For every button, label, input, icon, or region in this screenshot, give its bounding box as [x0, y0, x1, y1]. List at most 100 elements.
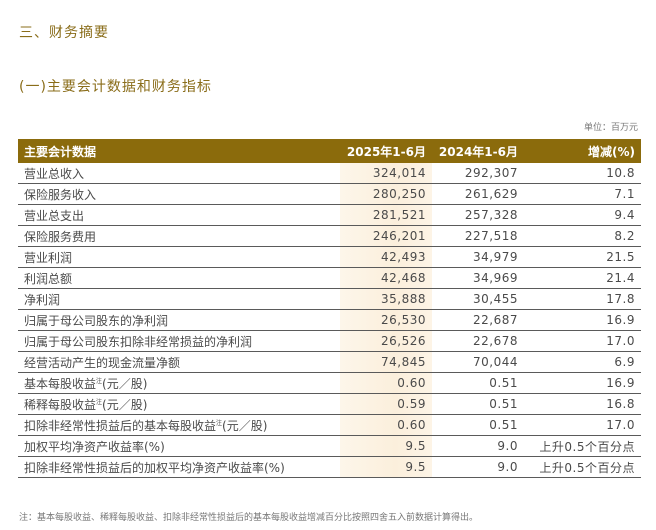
header-change: 增减(%) — [588, 144, 635, 159]
value-2024: 34,979 — [473, 250, 518, 264]
row-label: 净利润 — [18, 291, 340, 308]
value-change: 上升0.5个百分点 — [539, 439, 635, 454]
value-2025: 0.59 — [397, 397, 426, 411]
table-header: 主要会计数据 2025年1-6月 2024年1-6月 增减(%) — [18, 139, 641, 163]
value-2024: 0.51 — [489, 397, 518, 411]
value-2025: 9.5 — [405, 439, 426, 453]
table-row: 营业总支出 281,521 257,328 9.4 — [18, 205, 641, 226]
table-row: 归属于母公司股东的净利润 26,530 22,687 16.9 — [18, 310, 641, 331]
value-2025: 246,201 — [372, 229, 426, 243]
row-label-text: 利润总额 — [24, 271, 73, 286]
table-row: 归属于母公司股东扣除非经常损益的净利润 26,526 22,678 17.0 — [18, 331, 641, 352]
row-label: 经营活动产生的现金流量净额 — [18, 354, 340, 371]
value-2024: 30,455 — [473, 292, 518, 306]
row-label-text: 加权平均净资产收益率(%) — [24, 439, 165, 454]
value-2025: 0.60 — [397, 418, 426, 432]
row-label-text: 净利润 — [24, 292, 61, 307]
header-2024: 2024年1-6月 — [438, 144, 518, 159]
row-label: 利润总额 — [18, 270, 340, 287]
header-2025: 2025年1-6月 — [346, 144, 426, 159]
row-label-text: 营业总支出 — [24, 208, 85, 223]
row-label-text: 营业利润 — [24, 250, 73, 265]
unit-label: 单位：百万元 — [583, 123, 638, 133]
note-marker: 注 — [96, 377, 103, 385]
row-label: 扣除非经常性损益后的基本每股收益注(元／股) — [18, 417, 340, 434]
value-change: 21.4 — [606, 271, 635, 285]
table-row: 加权平均净资产收益率(%) 9.5 9.0 上升0.5个百分点 — [18, 436, 641, 457]
value-change: 16.8 — [606, 397, 635, 411]
value-change: 21.5 — [606, 250, 635, 264]
row-label: 营业总支出 — [18, 207, 340, 224]
row-label-text: 经营活动产生的现金流量净额 — [24, 355, 181, 370]
value-2024: 34,969 — [473, 271, 518, 285]
row-label: 保险服务收入 — [18, 186, 340, 203]
value-2024: 9.0 — [497, 439, 518, 453]
note-marker: 注 — [216, 419, 223, 427]
row-label: 保险服务费用 — [18, 228, 340, 245]
value-2024: 70,044 — [473, 355, 518, 369]
row-label-text: 归属于母公司股东扣除非经常损益的净利润 — [24, 334, 253, 349]
value-2025: 26,526 — [381, 334, 426, 348]
table-row: 营业总收入 324,014 292,307 10.8 — [18, 163, 641, 184]
value-2024: 9.0 — [497, 460, 518, 474]
row-label-text: 基本每股收益 — [24, 376, 97, 391]
value-change: 16.9 — [606, 376, 635, 390]
row-label-text: 扣除非经常性损益后的基本每股收益 — [24, 418, 217, 433]
value-change: 7.1 — [614, 187, 635, 201]
row-label-text: 保险服务费用 — [24, 229, 97, 244]
table-row: 营业利润 42,493 34,979 21.5 — [18, 247, 641, 268]
section-title: 三、财务摘要 — [19, 25, 109, 41]
value-change: 17.0 — [606, 334, 635, 348]
sub-title: (一)主要会计数据和财务指标 — [19, 79, 212, 95]
value-2025: 281,521 — [372, 208, 426, 222]
value-change: 上升0.5个百分点 — [539, 460, 635, 475]
row-label: 归属于母公司股东扣除非经常损益的净利润 — [18, 333, 340, 350]
value-2024: 22,687 — [473, 313, 518, 327]
value-change: 17.0 — [606, 418, 635, 432]
value-2025: 35,888 — [381, 292, 426, 306]
value-2025: 26,530 — [381, 313, 426, 327]
row-label-suffix: (元／股) — [222, 418, 268, 433]
value-change: 17.8 — [606, 292, 635, 306]
header-item: 主要会计数据 — [24, 144, 97, 159]
value-2024: 0.51 — [489, 376, 518, 390]
row-label: 归属于母公司股东的净利润 — [18, 312, 340, 329]
row-label: 营业总收入 — [18, 165, 340, 182]
value-2024: 292,307 — [464, 166, 518, 180]
value-2025: 0.60 — [397, 376, 426, 390]
note-marker: 注 — [96, 398, 103, 406]
value-2025: 42,468 — [381, 271, 426, 285]
row-label: 扣除非经常性损益后的加权平均净资产收益率(%) — [18, 459, 340, 476]
row-label-suffix: (元／股) — [102, 397, 148, 412]
value-change: 9.4 — [614, 208, 635, 222]
value-2025: 9.5 — [405, 460, 426, 474]
footnote: 注：基本每股收益、稀释每股收益、扣除非经常性损益后的基本每股收益增减百分比按照四… — [19, 513, 479, 523]
value-change: 6.9 — [614, 355, 635, 369]
row-label-suffix: (元／股) — [102, 376, 148, 391]
value-2025: 42,493 — [381, 250, 426, 264]
table-row: 扣除非经常性损益后的加权平均净资产收益率(%) 9.5 9.0 上升0.5个百分点 — [18, 457, 641, 478]
row-label-text: 保险服务收入 — [24, 187, 97, 202]
table-row: 稀释每股收益注(元／股) 0.59 0.51 16.8 — [18, 394, 641, 415]
table-row: 净利润 35,888 30,455 17.8 — [18, 289, 641, 310]
value-2025: 280,250 — [372, 187, 426, 201]
value-2025: 74,845 — [381, 355, 426, 369]
financial-summary-table: 主要会计数据 2025年1-6月 2024年1-6月 增减(%) 营业总收入 32… — [18, 139, 641, 478]
value-2024: 261,629 — [464, 187, 518, 201]
row-label-text: 扣除非经常性损益后的加权平均净资产收益率(%) — [24, 460, 285, 475]
row-label-text: 稀释每股收益 — [24, 397, 97, 412]
value-2024: 227,518 — [464, 229, 518, 243]
table-row: 扣除非经常性损益后的基本每股收益注(元／股) 0.60 0.51 17.0 — [18, 415, 641, 436]
table-row: 经营活动产生的现金流量净额 74,845 70,044 6.9 — [18, 352, 641, 373]
value-2024: 0.51 — [489, 418, 518, 432]
row-label: 基本每股收益注(元／股) — [18, 375, 340, 392]
row-label: 加权平均净资产收益率(%) — [18, 438, 340, 455]
table-row: 保险服务收入 280,250 261,629 7.1 — [18, 184, 641, 205]
current-period-highlight — [340, 163, 432, 478]
row-label-text: 营业总收入 — [24, 166, 85, 181]
row-label: 营业利润 — [18, 249, 340, 266]
table-row: 保险服务费用 246,201 227,518 8.2 — [18, 226, 641, 247]
value-2024: 257,328 — [464, 208, 518, 222]
value-2025: 324,014 — [372, 166, 426, 180]
table-row: 基本每股收益注(元／股) 0.60 0.51 16.9 — [18, 373, 641, 394]
